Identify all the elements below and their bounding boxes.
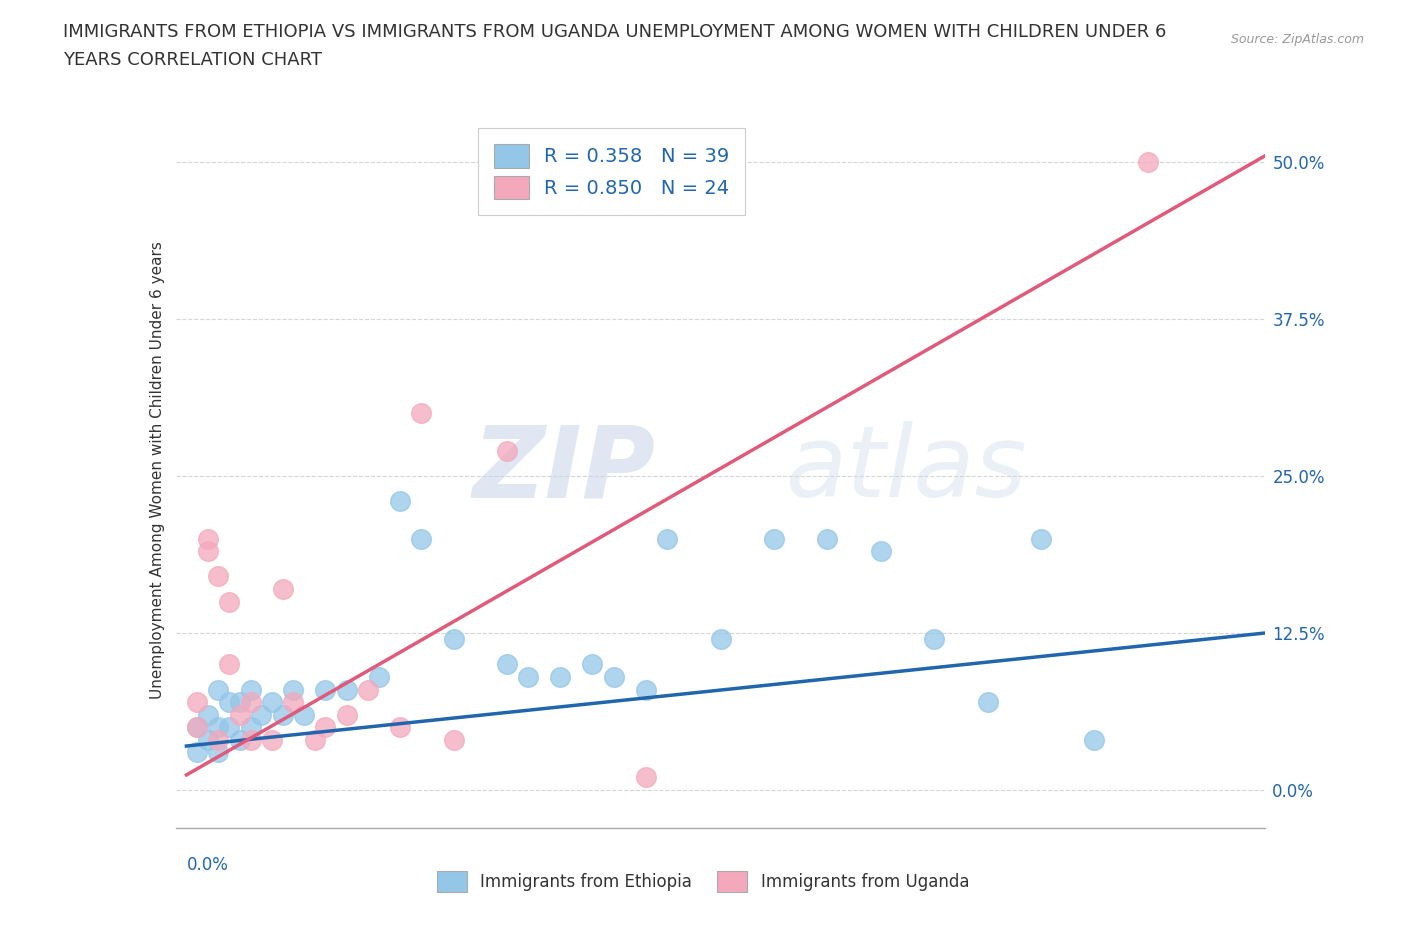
Point	[292, 707, 315, 722]
Point	[197, 732, 219, 747]
Point	[229, 707, 252, 722]
Point	[283, 682, 305, 697]
Point	[250, 707, 273, 722]
Text: ZIP: ZIP	[472, 421, 655, 518]
Point	[186, 745, 208, 760]
Point	[869, 544, 891, 559]
Point	[239, 682, 262, 697]
Point	[197, 544, 219, 559]
Point	[581, 657, 603, 671]
Point	[634, 770, 657, 785]
Point	[1029, 531, 1052, 546]
Point	[357, 682, 380, 697]
Point	[922, 631, 945, 646]
Point	[976, 695, 998, 710]
Point	[239, 732, 262, 747]
Point	[389, 494, 412, 509]
Point	[207, 745, 229, 760]
Point	[1083, 732, 1105, 747]
Point	[304, 732, 326, 747]
Point	[260, 695, 283, 710]
Point	[260, 732, 283, 747]
Point	[496, 657, 519, 671]
Point	[207, 720, 229, 735]
Legend: Immigrants from Ethiopia, Immigrants from Uganda: Immigrants from Ethiopia, Immigrants fro…	[430, 865, 976, 898]
Text: atlas: atlas	[786, 421, 1028, 518]
Point	[229, 732, 252, 747]
Point	[314, 720, 336, 735]
Point	[815, 531, 838, 546]
Text: Source: ZipAtlas.com: Source: ZipAtlas.com	[1230, 33, 1364, 46]
Point	[710, 631, 733, 646]
Legend: R = 0.358   N = 39, R = 0.850   N = 24: R = 0.358 N = 39, R = 0.850 N = 24	[478, 128, 745, 215]
Point	[336, 682, 359, 697]
Point	[634, 682, 657, 697]
Point	[207, 682, 229, 697]
Point	[762, 531, 785, 546]
Point	[218, 594, 240, 609]
Point	[229, 695, 252, 710]
Point	[186, 695, 208, 710]
Point	[550, 670, 572, 684]
Point	[314, 682, 336, 697]
Point	[218, 695, 240, 710]
Point	[367, 670, 389, 684]
Point	[218, 657, 240, 671]
Point	[657, 531, 679, 546]
Point	[443, 631, 465, 646]
Text: YEARS CORRELATION CHART: YEARS CORRELATION CHART	[63, 51, 322, 69]
Point	[411, 405, 433, 420]
Y-axis label: Unemployment Among Women with Children Under 6 years: Unemployment Among Women with Children U…	[149, 241, 165, 698]
Point	[197, 707, 219, 722]
Point	[207, 569, 229, 584]
Point	[1136, 154, 1159, 169]
Point	[271, 581, 294, 596]
Point	[197, 531, 219, 546]
Point	[207, 732, 229, 747]
Point	[271, 707, 294, 722]
Point	[336, 707, 359, 722]
Point	[517, 670, 540, 684]
Point	[239, 695, 262, 710]
Point	[411, 531, 433, 546]
Point	[218, 720, 240, 735]
Text: 0.0%: 0.0%	[187, 857, 228, 874]
Point	[443, 732, 465, 747]
Point	[496, 444, 519, 458]
Text: IMMIGRANTS FROM ETHIOPIA VS IMMIGRANTS FROM UGANDA UNEMPLOYMENT AMONG WOMEN WITH: IMMIGRANTS FROM ETHIOPIA VS IMMIGRANTS F…	[63, 23, 1167, 41]
Point	[283, 695, 305, 710]
Point	[603, 670, 626, 684]
Point	[389, 720, 412, 735]
Point	[239, 720, 262, 735]
Point	[186, 720, 208, 735]
Point	[186, 720, 208, 735]
